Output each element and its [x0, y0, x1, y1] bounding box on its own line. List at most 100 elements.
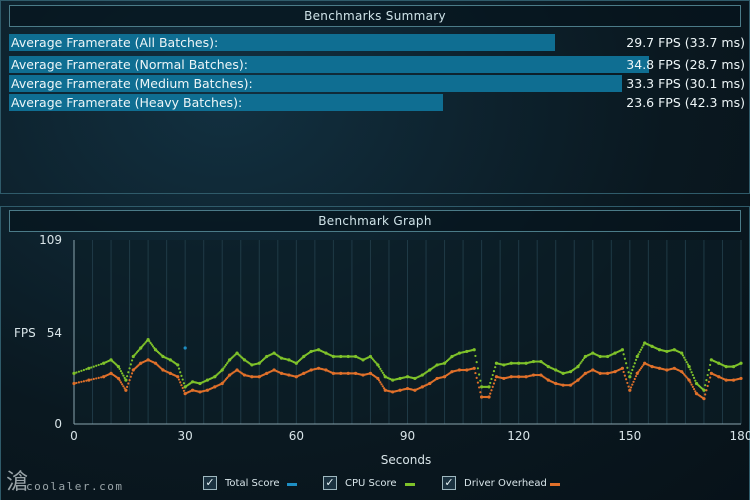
- data-point: [623, 357, 626, 360]
- data-point: [634, 375, 638, 378]
- chart-ticks: 0 54 109 0 30 60 90 120 150 180: [39, 233, 750, 443]
- chart-grid: [73, 240, 742, 425]
- data-point: [377, 379, 381, 382]
- data-point: [475, 376, 478, 379]
- data-point: [87, 378, 91, 382]
- data-point: [119, 381, 123, 384]
- data-point: [80, 380, 83, 383]
- data-point: [376, 376, 380, 381]
- x-tick-label: 60: [289, 429, 304, 443]
- data-point: [180, 374, 183, 377]
- summary-value-medium: 33.3 FPS (30.1 ms): [626, 76, 745, 91]
- data-point: [641, 365, 644, 368]
- series-total-score: [183, 346, 187, 350]
- data-point: [691, 373, 694, 377]
- data-point: [379, 381, 382, 384]
- data-point: [128, 367, 131, 370]
- data-point: [177, 367, 181, 370]
- data-point: [625, 378, 628, 381]
- data-point: [709, 363, 712, 367]
- data-point: [479, 379, 482, 382]
- data-point: [689, 368, 692, 371]
- data-point: [226, 362, 229, 365]
- data-point: [628, 388, 632, 392]
- data-point: [686, 363, 689, 366]
- data-point: [478, 386, 481, 389]
- total-score-label: Total Score: [225, 478, 280, 489]
- x-tick-label: 90: [400, 429, 415, 443]
- data-point: [625, 362, 628, 365]
- data-point: [129, 375, 132, 378]
- cpu-score-checkbox[interactable]: ✓: [323, 476, 337, 490]
- total-score-swatch: [287, 483, 297, 486]
- data-point: [82, 380, 85, 383]
- data-point: [177, 378, 181, 381]
- chart-series: [72, 337, 743, 401]
- data-point: [475, 361, 478, 364]
- total-score-checkbox[interactable]: ✓: [203, 476, 217, 490]
- data-point: [183, 346, 187, 350]
- data-point: [494, 366, 497, 369]
- summary-label-normal: Average Framerate (Normal Batches):: [11, 57, 248, 72]
- data-point: [490, 377, 493, 381]
- data-point: [706, 384, 709, 388]
- summary-title: Benchmarks Summary: [9, 5, 741, 27]
- data-point: [224, 363, 228, 367]
- data-point: [694, 390, 697, 393]
- summary-value-normal: 34.8 FPS (28.7 ms): [626, 57, 745, 72]
- driver-overhead-checkbox[interactable]: ✓: [442, 476, 456, 490]
- y-tick-label: 0: [54, 417, 62, 431]
- data-point: [684, 358, 687, 361]
- summary-row-heavy: Average Framerate (Heavy Batches): 23.6 …: [9, 94, 745, 111]
- watermark-text: coolaler.com: [26, 480, 124, 493]
- data-point: [130, 372, 134, 375]
- data-point: [639, 348, 643, 351]
- data-point: [97, 363, 100, 367]
- data-point: [622, 370, 625, 374]
- data-point: [77, 381, 81, 384]
- data-point: [90, 366, 93, 369]
- data-point: [709, 376, 712, 379]
- data-point: [77, 370, 81, 373]
- data-point: [687, 365, 691, 369]
- driver-overhead-swatch: [550, 483, 560, 486]
- data-point: [702, 397, 706, 401]
- summary-bar-all: [9, 34, 556, 51]
- data-point: [707, 368, 710, 372]
- data-point: [380, 369, 383, 372]
- data-point: [376, 363, 380, 367]
- data-point: [182, 382, 186, 385]
- driver-overhead-label: Driver Overhead: [464, 478, 547, 489]
- data-point: [472, 348, 476, 352]
- data-point: [627, 385, 630, 388]
- data-point: [124, 388, 128, 392]
- data-point: [121, 383, 124, 386]
- data-point: [128, 379, 131, 382]
- data-point: [491, 385, 494, 388]
- x-tick-label: 120: [507, 429, 530, 443]
- x-tick-label: 150: [618, 429, 641, 443]
- data-point: [626, 381, 629, 385]
- y-tick-label: 54: [47, 326, 62, 340]
- benchmarks-summary-panel: Benchmarks Summary Average Framerate (Al…: [0, 0, 750, 194]
- summary-row-normal: Average Framerate (Normal Batches): 34.8…: [9, 56, 745, 73]
- series-driver-overhead: [72, 358, 743, 401]
- data-point: [705, 379, 708, 382]
- data-point: [689, 381, 692, 384]
- data-point: [377, 365, 381, 368]
- series-cpu-score: [72, 337, 743, 392]
- graph-title: Benchmark Graph: [9, 210, 741, 232]
- data-point: [683, 356, 686, 359]
- data-point: [489, 392, 492, 395]
- data-point: [702, 388, 706, 392]
- summary-label-medium: Average Framerate (Medium Batches):: [11, 76, 253, 91]
- summary-bar-normal: [9, 56, 650, 73]
- data-point: [634, 358, 638, 361]
- x-tick-label: 180: [730, 429, 750, 443]
- data-point: [631, 368, 634, 372]
- data-point: [92, 377, 95, 381]
- data-point: [637, 370, 640, 373]
- summary-label-heavy: Average Framerate (Heavy Batches):: [11, 95, 243, 110]
- data-point: [179, 381, 182, 384]
- data-point: [494, 379, 497, 382]
